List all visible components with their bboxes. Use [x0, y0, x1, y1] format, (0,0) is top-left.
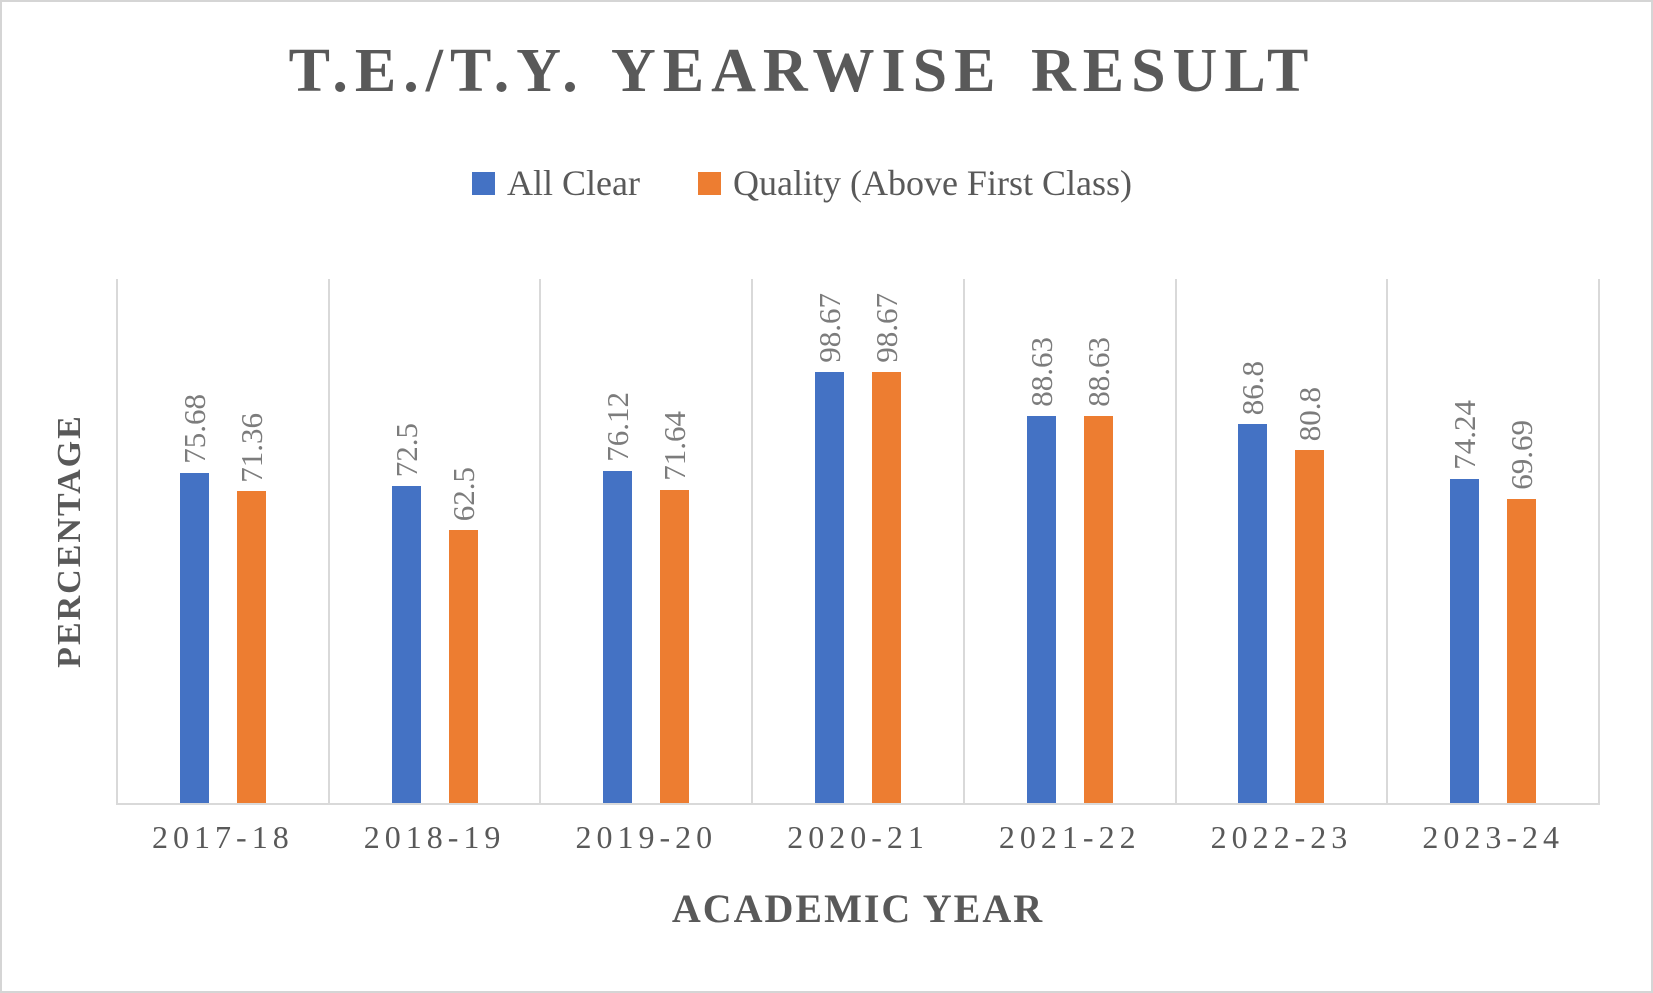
category-column-2020-21: 98.67 98.67 2020-21: [751, 279, 963, 855]
bar-value-label: 71.36: [233, 412, 269, 483]
bar-stack: 71.36: [233, 279, 269, 803]
category-column-2018-19: 72.5 62.5 2018-19: [327, 279, 540, 855]
legend-item-quality: Quality (Above First Class): [697, 162, 1132, 204]
bar-all-clear: [179, 472, 209, 803]
bar-quality-above-first-class: [448, 530, 478, 803]
bar-stack: 80.8: [1292, 279, 1328, 803]
bar-value-label: 88.63: [1080, 337, 1116, 407]
bar-stack: 98.67: [812, 279, 848, 803]
plot-area: 75.68 71.36 2017-18 72.5 62.5 2018-19 76.12 71.…: [116, 279, 1601, 855]
bar-value-label: 74.24: [1447, 400, 1483, 470]
bar-stack: 74.24: [1447, 279, 1483, 803]
bar-value-label: 62.5: [445, 466, 481, 522]
bar-all-clear: [1238, 423, 1268, 803]
bar-quality-above-first-class: [660, 490, 690, 803]
bar-value-label: 75.68: [176, 393, 212, 464]
bar-stack: 62.5: [445, 279, 481, 803]
x-tick-label: 2021-22: [998, 819, 1141, 855]
bar-value-label: 76.12: [600, 391, 636, 462]
bar-all-clear: [1026, 415, 1056, 803]
legend-swatch-all-clear-icon: [472, 171, 496, 195]
bar-value-label: 80.8: [1292, 386, 1328, 442]
bar-quality-above-first-class: [1295, 450, 1325, 803]
bar-stack: 98.67: [869, 279, 905, 803]
category-column-2021-22: 88.63 88.63 2021-22: [962, 279, 1175, 855]
bar-stack: 72.5: [388, 279, 424, 803]
category-column-2019-20: 76.12 71.64 2019-20: [539, 279, 751, 855]
x-tick-label: 2022-23: [1210, 819, 1353, 855]
x-tick-label: 2017-18: [152, 819, 294, 855]
bar-stack: 86.8: [1235, 279, 1271, 803]
bar-value-label: 88.63: [1023, 337, 1059, 407]
bar-stack: 69.69: [1504, 279, 1540, 803]
x-tick-label: 2019-20: [575, 819, 718, 855]
bar-stack: 71.64: [657, 279, 693, 803]
bar-value-label: 69.69: [1504, 419, 1540, 490]
bar-all-clear: [391, 486, 421, 803]
bar-value-label: 72.5: [388, 423, 424, 478]
bar-quality-above-first-class: [1083, 415, 1113, 803]
bar-all-clear: [1450, 478, 1480, 803]
bar-value-label: 71.64: [657, 411, 693, 482]
chart-title: T.E./T.Y. YEARWISE RESULT: [288, 37, 1316, 105]
legend: All Clear Quality (Above First Class): [2, 162, 1602, 204]
bar-stack: 88.63: [1023, 279, 1059, 803]
x-tick-label: 2018-19: [363, 819, 506, 855]
legend-label-quality: Quality (Above First Class): [732, 163, 1132, 203]
bar-value-label: 86.8: [1235, 360, 1271, 415]
category-column-2023-24: 74.24 69.69 2023-24: [1386, 279, 1601, 855]
bar-all-clear: [815, 372, 845, 803]
bar-quality-above-first-class: [1507, 498, 1537, 803]
bar-quality-above-first-class: [236, 491, 266, 803]
bar-stack: 88.63: [1080, 279, 1116, 803]
bar-value-label: 98.67: [869, 293, 905, 364]
bar-stack: 75.68: [176, 279, 212, 803]
legend-item-all-clear: All Clear: [472, 162, 640, 204]
bar-stack: 76.12: [600, 279, 636, 803]
bar-quality-above-first-class: [872, 372, 902, 803]
legend-label-all-clear: All Clear: [507, 163, 640, 203]
x-axis-title: ACADEMIC YEAR: [671, 886, 1045, 931]
category-column-2017-18: 75.68 71.36 2017-18: [116, 279, 328, 855]
x-tick-label: 2020-21: [787, 819, 929, 855]
bar-value-label: 98.67: [812, 293, 848, 364]
x-tick-label: 2023-24: [1422, 819, 1564, 855]
bar-all-clear: [603, 470, 633, 803]
category-column-2022-23: 86.8 80.8 2022-23: [1174, 279, 1387, 855]
y-axis-title: PERCENTAGE: [51, 414, 88, 668]
legend-swatch-quality-icon: [697, 171, 721, 195]
